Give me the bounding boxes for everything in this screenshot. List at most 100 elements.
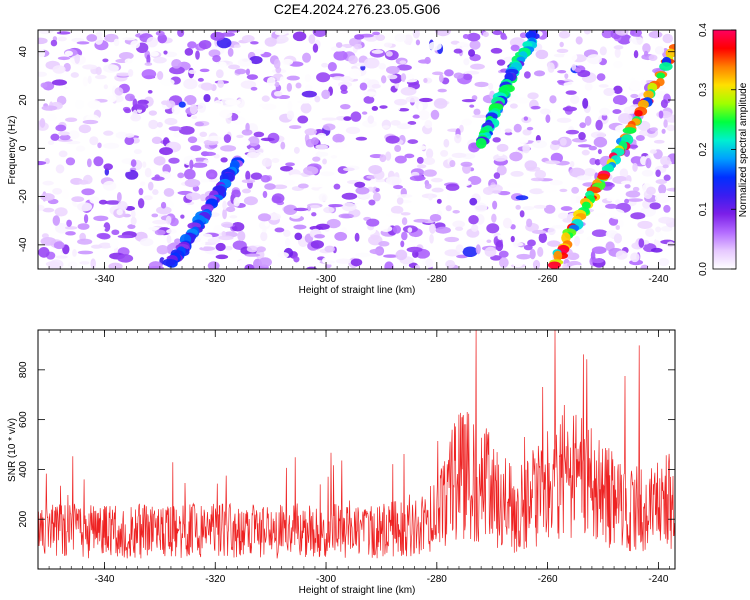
heatmap-noise-cell [241,188,252,194]
heatmap-noise-cell [301,90,317,98]
x-tick-label: -320 [205,574,225,585]
heatmap-noise-cell [50,39,58,47]
heatmap-noise-cell [575,36,583,45]
heatmap-noise-cell [496,165,507,176]
heatmap-noise-cell [380,225,393,233]
heatmap-noise-cell [379,105,388,109]
heatmap-noise-cell [153,156,166,166]
heatmap-noise-cell [452,209,460,214]
heatmap-noise-cell [630,252,640,263]
heatmap-noise-cell [569,160,575,168]
heatmap-noise-cell [646,265,662,269]
heatmap-noise-cell [328,203,343,208]
heatmap-noise-cell [184,178,201,188]
heatmap-noise-cell [130,209,136,219]
heatmap-noise-cell [397,108,410,112]
heatmap-noise-cell [515,204,521,210]
y-tick-label: 800 [18,361,29,378]
heatmap-noise-cell [444,69,454,77]
heatmap-noise-cell [558,30,571,39]
heatmap-noise-cell [102,180,117,191]
heatmap-noise-cell [310,137,319,145]
heatmap-noise-cell [436,198,442,204]
heatmap-noise-cell [363,57,380,69]
heatmap-noise-cell [451,152,467,158]
heatmap-noise-cell [38,48,46,59]
heatmap-noise-cell [333,183,341,190]
heatmap-noise-cell [519,210,525,218]
heatmap-noise-cell [632,186,640,192]
heatmap-noise-cell [498,257,509,268]
heatmap-noise-cell [260,231,268,242]
heatmap-noise-cell [141,69,157,80]
heatmap-noise-cell [220,157,228,163]
heatmap-noise-cell [591,246,607,254]
heatmap-noise-cell [612,109,622,115]
heatmap-noise-cell [522,129,532,136]
heatmap-noise-cell [624,198,629,204]
heatmap-noise-cell [86,34,98,42]
heatmap-noise-cell [340,103,351,110]
heatmap-noise-cell [547,62,555,73]
heatmap-noise-cell [82,64,98,70]
heatmap-noise-cell [151,213,159,218]
heatmap-feature-cell [597,173,610,180]
heatmap-noise-cell [502,217,513,229]
heatmap-noise-cell [475,244,481,255]
heatmap-noise-cell [516,253,532,260]
heatmap-noise-cell [293,146,300,154]
heatmap-noise-cell [486,223,500,234]
heatmap-noise-cell [392,225,402,234]
heatmap-noise-cell [515,195,529,201]
heatmap-noise-cell [379,154,387,163]
heatmap-noise-cell [654,192,671,204]
heatmap-noise-cell [38,71,48,77]
heatmap-noise-cell [71,37,85,43]
heatmap-noise-cell [452,220,466,228]
heatmap-noise-cell [559,188,568,193]
heatmap-noise-cell [433,98,448,109]
heatmap-noise-cell [549,180,563,186]
heatmap-noise-cell [264,183,276,190]
heatmap-noise-cell [655,169,661,177]
heatmap-noise-cell [596,73,606,81]
heatmap-noise-cell [666,124,675,132]
heatmap-noise-cell [345,126,361,135]
heatmap-noise-cell [660,99,668,109]
heatmap-noise-cell [562,106,578,112]
heatmap-noise-cell [38,37,48,45]
heatmap-noise-cell [400,73,407,82]
heatmap-noise-cell [148,226,160,231]
heatmap-noise-cell [624,183,631,189]
heatmap-noise-cell [42,180,54,186]
heatmap-noise-cell [423,157,436,165]
heatmap-noise-cell [469,40,481,50]
heatmap-noise-cell [591,229,608,238]
heatmap-noise-cell [643,50,649,57]
heatmap-noise-cell [407,121,417,125]
heatmap-noise-cell [322,256,338,265]
heatmap-noise-cell [545,114,551,123]
heatmap-noise-cell [151,136,163,145]
heatmap-noise-cell [615,250,628,260]
y-tick-label: 600 [18,411,29,428]
heatmap-noise-cell [171,58,182,69]
heatmap-noise-cell [138,188,144,196]
heatmap-noise-cell [257,109,268,119]
heatmap-noise-cell [321,117,338,121]
heatmap-noise-cell [67,130,80,140]
heatmap-noise-cell [306,205,312,212]
heatmap-noise-cell [262,190,268,198]
heatmap-noise-cell [231,189,241,198]
heatmap-noise-cell [191,115,198,120]
heatmap-noise-cell [327,61,337,72]
heatmap-noise-cell [627,198,644,202]
heatmap-noise-cell [594,158,601,166]
heatmap-noise-cell [625,190,641,198]
heatmap-noise-cell [209,173,215,178]
heatmap-noise-cell [468,214,479,225]
heatmap-noise-cell [366,218,380,227]
heatmap-noise-cell [541,187,558,193]
heatmap-noise-cell [300,140,306,150]
heatmap-noise-cell [473,108,481,116]
